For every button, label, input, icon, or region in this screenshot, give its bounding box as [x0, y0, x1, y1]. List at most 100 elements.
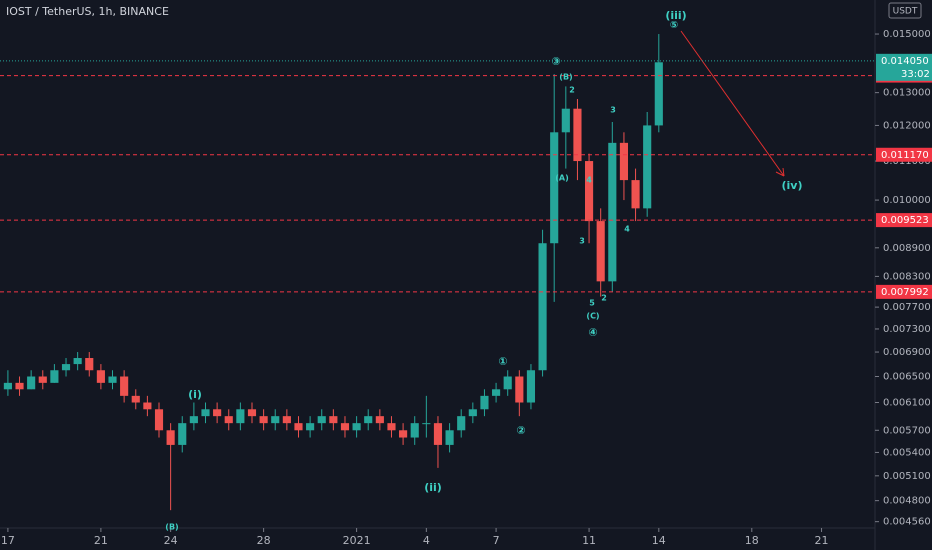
y-tick-label: 0.008300: [883, 271, 931, 282]
candle-body: [584, 161, 594, 222]
x-tick-label: 7: [493, 534, 500, 547]
candle-body: [515, 376, 524, 403]
y-tick-label: 0.008900: [883, 243, 931, 254]
wave-label: 4: [586, 176, 592, 185]
wave-label: ②: [516, 424, 525, 437]
candle-body: [154, 409, 164, 431]
price-label-box: [876, 213, 932, 228]
candle-body: [596, 221, 605, 282]
y-tick-label: 0.004800: [883, 496, 931, 507]
candle-body: [213, 409, 222, 417]
wave-label: ①: [498, 355, 507, 368]
wave-label: ⑤: [670, 20, 678, 31]
candle-body: [561, 108, 570, 133]
y-tick-label: 0.005100: [883, 471, 931, 482]
y-tick-label: 0.004560: [883, 517, 931, 528]
candle-body: [271, 416, 280, 424]
wave-label: (C): [586, 312, 599, 321]
y-tick-label: 0.010000: [883, 195, 931, 206]
wave-label: (B): [559, 73, 572, 82]
x-tick-label: 11: [582, 534, 596, 547]
wave-label: 3: [579, 237, 585, 246]
candle-body: [143, 402, 152, 410]
wave-label: ③: [551, 55, 560, 68]
candle-body: [201, 409, 210, 417]
x-tick-label: 24: [164, 534, 178, 547]
candle-body: [85, 358, 94, 371]
x-tick-label: 21: [94, 534, 108, 547]
candle-body: [364, 416, 373, 424]
candle-body: [457, 416, 466, 431]
candle-body: [166, 430, 175, 445]
x-tick-label: 14: [652, 534, 666, 547]
y-tick-label: 0.013000: [883, 88, 931, 99]
candle-body: [468, 409, 477, 417]
candle-body: [38, 376, 47, 383]
candle-body: [259, 416, 268, 424]
y-tick-label: 0.007300: [883, 324, 931, 335]
candle-body: [340, 423, 350, 431]
candle-body: [224, 416, 233, 424]
candle-body: [410, 423, 419, 438]
currency: USDT: [893, 7, 918, 17]
last-price-label: 0.014050: [881, 56, 929, 67]
y-tick-label: 0.006500: [883, 371, 931, 382]
candle-body: [61, 364, 71, 371]
wave-label: ④: [588, 326, 597, 339]
candle-body: [352, 423, 361, 431]
wave-label: 4: [624, 225, 630, 234]
x-tick-label: 4: [423, 534, 430, 547]
wave-label: (A): [555, 174, 569, 183]
price-label-box: [876, 147, 932, 162]
candle-body: [50, 370, 59, 383]
wave-label: 3: [610, 106, 616, 115]
marks: [3, 34, 663, 511]
candle-body: [573, 108, 582, 162]
price-label-box: [876, 284, 932, 299]
countdown: 33:02: [901, 69, 930, 80]
wave-label: (iv): [782, 179, 803, 192]
candle-body: [108, 376, 117, 383]
x-tick-label: 28: [257, 534, 271, 547]
candle-body: [480, 395, 489, 410]
candle-body: [189, 416, 198, 424]
y-tick-label: 0.006100: [883, 398, 931, 409]
price-label: 0.009523: [881, 215, 929, 226]
candle-body: [399, 430, 408, 438]
wave-label: 5: [589, 299, 595, 308]
candle-body: [294, 423, 303, 431]
candle-body: [178, 423, 187, 445]
candle-body: [15, 382, 24, 390]
candle-body: [526, 370, 536, 403]
candle-body: [317, 416, 326, 424]
candle-body: [619, 142, 629, 181]
x-tick-label: 21: [815, 534, 829, 547]
wave-label: 2: [601, 294, 607, 303]
price-label: 0.011170: [881, 150, 929, 161]
chart-title: IOST / TetherUS, 1h, BINANCE: [6, 5, 169, 18]
candle-body: [329, 416, 338, 424]
candle-body: [306, 423, 315, 431]
candle-body: [387, 423, 396, 431]
y-tick-label: 0.015000: [883, 29, 931, 40]
price-label: 0.007992: [881, 287, 929, 298]
candle-body: [282, 416, 291, 424]
candle-body: [631, 180, 640, 209]
y-tick-label: 0.005700: [883, 425, 931, 436]
candle-body: [503, 376, 512, 390]
arrow-head: [775, 167, 785, 177]
wave-label: (B): [165, 523, 178, 532]
candle-body: [236, 409, 245, 424]
candle-body: [27, 376, 36, 390]
y-tick-label: 0.012000: [883, 120, 931, 131]
last-price-box: [876, 53, 932, 81]
candle-body: [3, 382, 12, 390]
wave-label: 2: [569, 86, 575, 95]
candle-body: [608, 142, 617, 282]
candle-body: [422, 423, 431, 425]
candle-body: [131, 395, 140, 403]
currency-box[interactable]: [888, 2, 922, 19]
x-tick-label: 18: [745, 534, 759, 547]
